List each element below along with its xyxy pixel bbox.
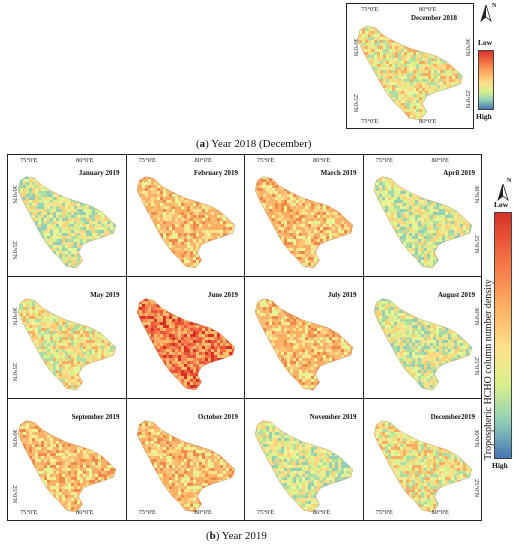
lat-label-25: 25°0'N [11, 241, 18, 259]
lat-label-30: 30°0'N [11, 185, 18, 203]
lat-label-25: 25°0'N [473, 357, 480, 375]
lat-label-right-30: 30°0'N [464, 38, 471, 56]
region-map [136, 420, 235, 513]
region-map [136, 176, 235, 269]
region-map [255, 298, 354, 391]
map-panel-month: August 2019 30°0'N 25°0'N [362, 276, 482, 399]
region-map [255, 420, 354, 513]
lat-label-25: 25°0'N [473, 235, 480, 253]
map-panel-month: June 2019 [125, 276, 245, 399]
region-map [18, 420, 117, 513]
lon-label-80: 80°0'E [313, 157, 331, 164]
region-map [373, 298, 472, 391]
lat-label-25: 25°0'N [11, 485, 18, 503]
map-panel-december-2018: December 2018 75°0'E 80°0'E 75°0'E 80°0'… [346, 3, 474, 129]
panel-title: September 2019 [72, 413, 120, 421]
lon-label-top-80: 80°0'E [419, 6, 437, 13]
north-label: N [507, 178, 511, 184]
caption-letter: b [210, 530, 216, 542]
panel-title: April 2019 [443, 169, 475, 177]
map-panel-month: May 2019 30°0'N 25°0'N [7, 276, 127, 399]
legend-high-label: High [476, 112, 492, 121]
lon-label-75: 75°0'E [257, 509, 275, 516]
lat-label-25: 25°0'N [473, 479, 480, 497]
map-panel-month: January 2019 75°0'E 80°0'E 30°0'N 25°0'N [7, 154, 127, 277]
lon-label-80: 80°0'E [195, 509, 213, 516]
panel-title: October 2019 [198, 413, 238, 421]
panel-title: August 2019 [438, 291, 475, 299]
panel-title: December2019 [431, 413, 475, 421]
caption-letter: a [200, 138, 206, 150]
legend-title: Tropospheric HCHO column number density [483, 279, 494, 460]
lon-label-75: 75°0'E [376, 157, 394, 164]
lat-label-30: 30°0'N [473, 429, 480, 447]
lon-label-80: 80°0'E [432, 509, 450, 516]
colorbar [478, 50, 494, 110]
legend-high-label: High [492, 461, 508, 470]
colorbar [494, 212, 512, 459]
legend-low-label: Low [494, 200, 508, 209]
lon-label-75: 75°0'E [20, 509, 38, 516]
region-map [255, 176, 354, 269]
region-map [373, 420, 472, 513]
lon-label-80: 80°0'E [313, 509, 331, 516]
panel-title: May 2019 [90, 291, 119, 299]
region-map [136, 298, 235, 391]
map-panel-month: November 2019 75°0'E 80°0'E [244, 398, 364, 521]
lon-label-75: 75°0'E [257, 157, 275, 164]
panel-title: January 2019 [79, 169, 120, 177]
lon-label-75: 75°0'E [139, 157, 157, 164]
lon-label-75: 75°0'E [20, 157, 38, 164]
caption-text: Year 2019 [219, 530, 267, 542]
region-map [357, 25, 463, 121]
map-panel-month: February 2019 75°0'E 80°0'E [125, 154, 245, 277]
north-label: N [492, 3, 496, 9]
lon-label-80: 80°0'E [76, 157, 94, 164]
lon-label-bottom-75: 75°0'E [361, 118, 379, 125]
lat-label-30: 30°0'N [473, 185, 480, 203]
panel-title: March 2019 [321, 169, 357, 177]
lon-label-75: 75°0'E [376, 509, 394, 516]
lat-label-25: 25°0'N [11, 363, 18, 381]
lat-label-30: 30°0'N [473, 307, 480, 325]
caption-a: (a) Year 2018 (December) [196, 138, 311, 150]
map-panel-month: September 2019 75°0'E 80°0'E 30°0'N 25°0'N [7, 398, 127, 521]
lon-label-80: 80°0'E [195, 157, 213, 164]
panel-title: July 2019 [328, 291, 357, 299]
region-map [373, 176, 472, 269]
north-arrow-icon [480, 5, 492, 23]
north-arrow-icon [497, 184, 509, 202]
lon-label-80: 80°0'E [76, 509, 94, 516]
lon-label-top-75: 75°0'E [361, 6, 379, 13]
lon-label-80: 80°0'E [432, 157, 450, 164]
map-panel-month: April 2019 75°0'E 80°0'E 30°0'N 25°0'N [362, 154, 482, 277]
lat-label-left-25: 25°0'N [352, 94, 359, 112]
lat-label-right-25: 25°0'N [464, 90, 471, 108]
map-panel-month: October 2019 75°0'E 80°0'E [125, 398, 245, 521]
map-panel-month: July 2019 [244, 276, 364, 399]
region-map [18, 176, 117, 269]
caption-b: (b) Year 2019 [206, 530, 267, 542]
lat-label-30: 30°0'N [11, 307, 18, 325]
legend-low-label: Low [478, 38, 492, 47]
caption-text: Year 2018 (December) [209, 138, 311, 150]
panel-title: June 2019 [208, 291, 238, 299]
panel-title: February 2019 [194, 169, 238, 177]
lat-label-left-30: 30°0'N [352, 38, 359, 56]
panel-title: November 2019 [310, 413, 357, 421]
panel-title: December 2018 [411, 14, 457, 22]
lon-label-bottom-80: 80°0'E [419, 118, 437, 125]
region-map [18, 298, 117, 391]
map-panel-month: December2019 75°0'E 80°0'E 30°0'N 25°0'N [362, 398, 482, 521]
map-panel-month: March 2019 75°0'E 80°0'E [244, 154, 364, 277]
lat-label-30: 30°0'N [11, 429, 18, 447]
lon-label-75: 75°0'E [139, 509, 157, 516]
